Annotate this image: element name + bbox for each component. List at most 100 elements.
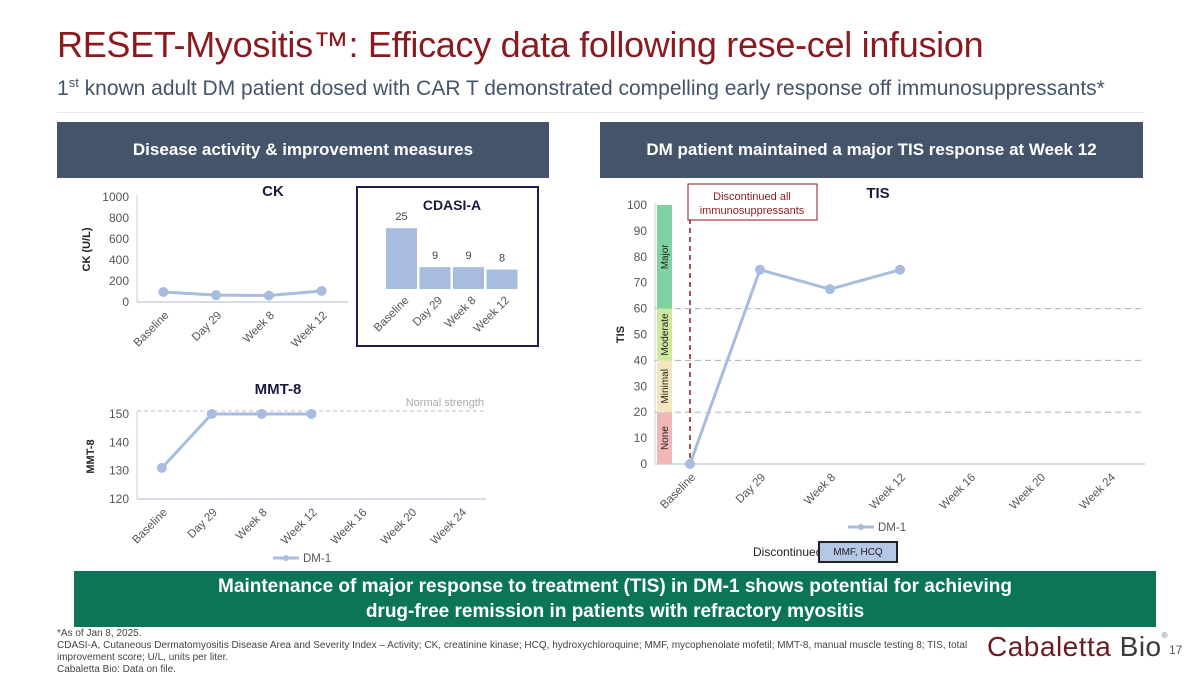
- discontinued-drugs-box: MMF, HCQ: [818, 541, 898, 563]
- series-line-dm1: [163, 289, 322, 297]
- bar-data-label: 9: [432, 250, 438, 262]
- x-tick-label: Week 12: [279, 507, 319, 547]
- series-line-dm1: [688, 267, 901, 465]
- x-tick-label: Week 8: [241, 310, 277, 346]
- tis-chart: TIS TIS 0 10 20 30 40 50 60 70 80 90 100 Baseline Day …: [615, 183, 1145, 534]
- x-tick-label: Week 20: [379, 507, 419, 547]
- y-tick-label: 600: [109, 232, 129, 246]
- response-band-label: Minimal: [660, 369, 671, 403]
- response-band-label: None: [660, 426, 671, 450]
- x-tick-label: Week 16: [329, 507, 369, 547]
- y-tick-label: 0: [640, 457, 647, 471]
- y-tick-label: 800: [109, 211, 129, 225]
- y-tick-label: 120: [109, 492, 129, 506]
- subtitle-sup: st: [68, 75, 79, 90]
- legend-marker: [858, 524, 864, 530]
- footnote-date: *As of Jan 8, 2025.: [57, 628, 142, 639]
- legend-label: DM-1: [878, 522, 906, 534]
- y-tick-label: 50: [634, 328, 648, 342]
- cdasi-chart-frame: [356, 186, 539, 347]
- left-panel-header: Disease activity & improvement measures: [57, 122, 549, 178]
- chart-title: CDASI-A: [423, 197, 481, 213]
- banner-line-2: drug-free remission in patients with ref…: [365, 601, 865, 622]
- bar-data-label: 9: [465, 250, 471, 262]
- x-tick-label: Week 16: [938, 472, 978, 512]
- bar: [486, 269, 518, 289]
- data-point: [158, 287, 169, 298]
- data-point: [755, 264, 765, 275]
- logo-registered-mark: ®: [1161, 631, 1169, 640]
- x-tick-label: Baseline: [372, 295, 412, 335]
- x-tick-label: Day 29: [190, 310, 224, 344]
- bar-data-label: 8: [499, 253, 505, 265]
- annotation-box: [687, 183, 818, 221]
- x-tick-label: Baseline: [658, 472, 698, 512]
- footnote-source: Cabaletta Bio: Data on file.: [57, 664, 176, 675]
- logo-brand: Cabaletta: [987, 631, 1112, 662]
- annotation-text-line-1: Discontinued all: [713, 191, 791, 203]
- x-tick-label: Week 8: [234, 507, 270, 543]
- footnotes: *As of Jan 8, 2025. CDASI-A, Cutaneous D…: [57, 628, 987, 675]
- page-number: 17: [1169, 643, 1183, 657]
- data-point: [211, 290, 222, 301]
- annotation-text-line-2: immunosuppressants: [700, 205, 805, 217]
- y-axis-label: MMT-8: [85, 439, 97, 473]
- data-point: [263, 290, 274, 301]
- bar: [453, 267, 484, 289]
- y-tick-label: 80: [634, 250, 648, 264]
- y-tick-label: 30: [634, 379, 648, 393]
- subtitle-rest: known adult DM patient dosed with CAR T …: [78, 77, 1105, 100]
- x-tick-label: Baseline: [132, 310, 172, 350]
- x-tick-label: Baseline: [130, 507, 170, 547]
- title-divider: [57, 112, 1145, 113]
- x-tick-label: Week 24: [429, 506, 470, 547]
- data-point: [825, 284, 835, 295]
- slide-subtitle: 1st known adult DM patient dosed with CA…: [57, 75, 1105, 101]
- x-tick-label: Week 24: [1078, 471, 1119, 512]
- y-tick-label: 90: [634, 224, 648, 238]
- banner-line-1: Maintenance of major response to treatme…: [218, 576, 1012, 597]
- y-tick-label: 400: [109, 253, 129, 267]
- y-tick-label: 100: [627, 198, 647, 212]
- company-logo: Cabaletta Bio®: [987, 631, 1168, 663]
- y-tick-label: 200: [109, 274, 129, 288]
- bar-data-label: 25: [395, 211, 407, 223]
- normal-strength-label: Normal strength: [406, 397, 484, 409]
- chart-title: CK: [262, 183, 284, 200]
- data-point: [306, 409, 317, 419]
- response-band-none: [657, 412, 672, 464]
- x-tick-label: Week 12: [289, 310, 329, 350]
- legend-marker: [283, 555, 289, 561]
- y-axis-label: CK (U/L): [81, 227, 93, 271]
- y-tick-label: 150: [109, 407, 129, 421]
- y-tick-label: 0: [122, 295, 129, 309]
- slide-title: RESET-Myositis™: Efficacy data following…: [57, 24, 984, 65]
- x-tick-label: Week 12: [868, 472, 908, 512]
- y-axis-label: TIS: [615, 326, 627, 343]
- x-tick-label: Week 8: [802, 472, 838, 508]
- data-point: [685, 459, 695, 469]
- bar: [419, 267, 451, 289]
- subtitle-lead: 1: [57, 77, 69, 100]
- x-tick-label: Week 20: [1008, 472, 1048, 512]
- mmt8-chart: MMT-8 MMT-8 120 130 140 150 Baseline Day 29 Week…: [85, 381, 486, 565]
- x-tick-label: Day 29: [186, 507, 220, 541]
- y-tick-label: 70: [634, 276, 648, 290]
- y-tick-label: 130: [109, 464, 129, 478]
- data-point: [256, 409, 267, 419]
- response-band-major: [657, 205, 672, 309]
- conclusion-banner: Maintenance of major response to treatme…: [74, 571, 1156, 627]
- data-point: [156, 462, 167, 473]
- x-tick-label: Day 29: [411, 295, 445, 329]
- chart-title: MMT-8: [255, 381, 302, 398]
- y-tick-label: 20: [634, 405, 648, 419]
- response-band-moderate: [657, 308, 672, 361]
- y-tick-label: 140: [109, 435, 129, 449]
- chart-title: TIS: [866, 185, 889, 202]
- x-tick-label: Day 29: [734, 472, 768, 506]
- y-tick-label: 40: [634, 353, 648, 367]
- right-panel-header: DM patient maintained a major TIS respon…: [600, 122, 1143, 178]
- y-tick-label: 1000: [102, 190, 129, 204]
- data-point: [316, 285, 327, 296]
- response-band-label: Major: [660, 244, 671, 270]
